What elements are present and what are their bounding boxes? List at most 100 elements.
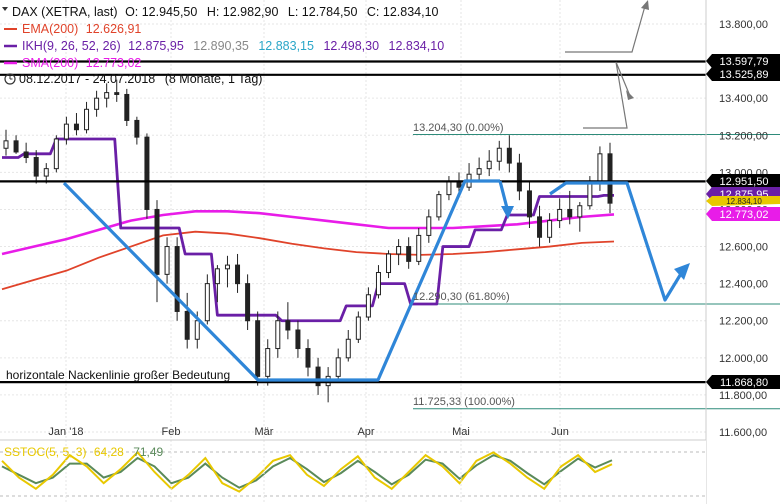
x-tick-label: Jun bbox=[551, 426, 569, 438]
ema-line bbox=[1, 230, 615, 291]
candle bbox=[516, 153, 522, 201]
ohlc-high: H: 12.982,90 bbox=[207, 5, 279, 19]
price-tag-label: 13.525,89 bbox=[720, 69, 769, 81]
ohlc-close: C: 12.834,10 bbox=[367, 5, 439, 19]
candle-body bbox=[174, 246, 180, 312]
candle-body bbox=[436, 194, 442, 218]
candle bbox=[345, 330, 351, 362]
sma-legend-label: SMA(200) bbox=[22, 56, 78, 70]
price-tag: 11.868,80 bbox=[706, 375, 780, 389]
ema-legend-value: 12.626,91 bbox=[86, 22, 142, 36]
fib-100-label: 11.725,33 (100.00%) bbox=[413, 396, 515, 408]
candle-body bbox=[476, 168, 482, 175]
candle bbox=[335, 348, 341, 381]
candle bbox=[577, 202, 583, 232]
candle-body bbox=[73, 123, 79, 131]
chart-header: DAX (XETRA, last) O: 12.945,50 H: 12.982… bbox=[2, 5, 444, 86]
candle-body bbox=[194, 320, 200, 340]
moving-average-lines bbox=[1, 137, 615, 323]
candle-body bbox=[426, 216, 432, 236]
candle bbox=[245, 274, 251, 330]
candle bbox=[547, 213, 553, 243]
candle-body bbox=[43, 168, 49, 177]
candle bbox=[476, 157, 482, 182]
candle bbox=[365, 287, 371, 321]
candle-body bbox=[144, 136, 150, 210]
ikh-legend-value-2: 12.890,35 bbox=[193, 39, 249, 53]
candle-body bbox=[406, 246, 412, 262]
candle bbox=[33, 150, 39, 184]
candle bbox=[184, 292, 190, 349]
price-tags: 13.597,7913.525,8912.951,5012.875,9512.7… bbox=[706, 54, 780, 389]
candle bbox=[134, 116, 140, 145]
candle-body bbox=[446, 181, 452, 196]
price-tag-label: 11.868,80 bbox=[720, 377, 768, 389]
candle-body bbox=[526, 190, 532, 218]
candle bbox=[94, 90, 100, 117]
arrow-up-icon bbox=[674, 263, 690, 280]
y-tick-label: 11.600,00 bbox=[719, 427, 767, 439]
candle-body bbox=[53, 138, 59, 170]
sstoc-label: SSTOC(5, 5, 3) bbox=[4, 445, 86, 459]
y-tick-label: 13.200,00 bbox=[719, 130, 768, 142]
candle-body bbox=[516, 162, 522, 192]
candle-body bbox=[567, 208, 573, 218]
sstoc-d-value: 71,49 bbox=[133, 445, 163, 459]
candle-body bbox=[607, 153, 613, 204]
candle bbox=[174, 237, 180, 321]
candle bbox=[416, 228, 422, 266]
candle bbox=[154, 200, 160, 303]
sma-line bbox=[1, 210, 615, 256]
date-range: 08.12.2017 - 24.07.2018 bbox=[19, 72, 155, 86]
price-tag-label: 12.834,10 bbox=[726, 197, 762, 206]
candle bbox=[84, 101, 90, 134]
y-tick-label: 12.600,00 bbox=[719, 242, 768, 254]
collapse-icon[interactable] bbox=[2, 7, 8, 11]
candle-body bbox=[557, 208, 563, 222]
price-tag-label: 13.597,79 bbox=[720, 56, 769, 68]
candle-body bbox=[305, 348, 311, 368]
svg-text:EMA(200) 12.626,91: EMA(200) 12.626,91 bbox=[22, 22, 141, 36]
candle-body bbox=[3, 140, 9, 149]
candle bbox=[265, 339, 271, 386]
y-tick-label: 12.200,00 bbox=[719, 316, 768, 328]
ohlc-low: L: 12.784,50 bbox=[288, 5, 358, 19]
ikh-legend-label: IKH(9, 26, 52, 26) bbox=[22, 39, 121, 53]
candle bbox=[164, 237, 170, 284]
candle-body bbox=[13, 140, 19, 153]
y-tick-label: 13.800,00 bbox=[719, 19, 768, 31]
candle-body bbox=[265, 348, 271, 377]
clock-icon bbox=[4, 73, 16, 85]
candle-body bbox=[416, 234, 422, 262]
candle-body bbox=[506, 147, 512, 164]
ikh-legend-value-4: 12.498,30 bbox=[323, 39, 379, 53]
candle bbox=[375, 265, 381, 299]
candle-body bbox=[154, 208, 160, 275]
candle-body bbox=[396, 246, 402, 255]
candle-body bbox=[204, 283, 210, 322]
candle bbox=[305, 339, 311, 377]
horizontal-levels bbox=[0, 60, 706, 384]
grey-arrow-line-1 bbox=[565, 5, 646, 53]
candle-body bbox=[84, 108, 90, 131]
candle bbox=[224, 255, 230, 288]
candle-body bbox=[23, 151, 29, 159]
period-label: (8 Monate, 1 Tag) bbox=[165, 72, 263, 86]
x-tick-label: Apr bbox=[357, 426, 374, 438]
price-tag-bg bbox=[706, 207, 780, 221]
svg-text:DAX (XETRA, last) O: 12.: DAX (XETRA, last) O: 12.945,50 H: 12.982… bbox=[12, 5, 439, 19]
candle bbox=[406, 237, 412, 269]
candle bbox=[214, 265, 220, 303]
x-tick-label: Jan '18 bbox=[48, 426, 83, 438]
candle-body bbox=[597, 153, 603, 184]
candle bbox=[3, 129, 9, 156]
price-tag-bg bbox=[706, 196, 780, 206]
candle-body bbox=[486, 160, 492, 170]
candle bbox=[285, 302, 291, 340]
x-tick-label: Mär bbox=[255, 426, 274, 438]
price-tag: 13.597,79 bbox=[706, 54, 780, 68]
candle bbox=[13, 135, 19, 154]
price-tag: 12.951,50 bbox=[706, 174, 780, 188]
candle-body bbox=[375, 272, 381, 296]
y-axis: 13.800,0013.600,0013.400,0013.200,0013.0… bbox=[705, 0, 768, 504]
